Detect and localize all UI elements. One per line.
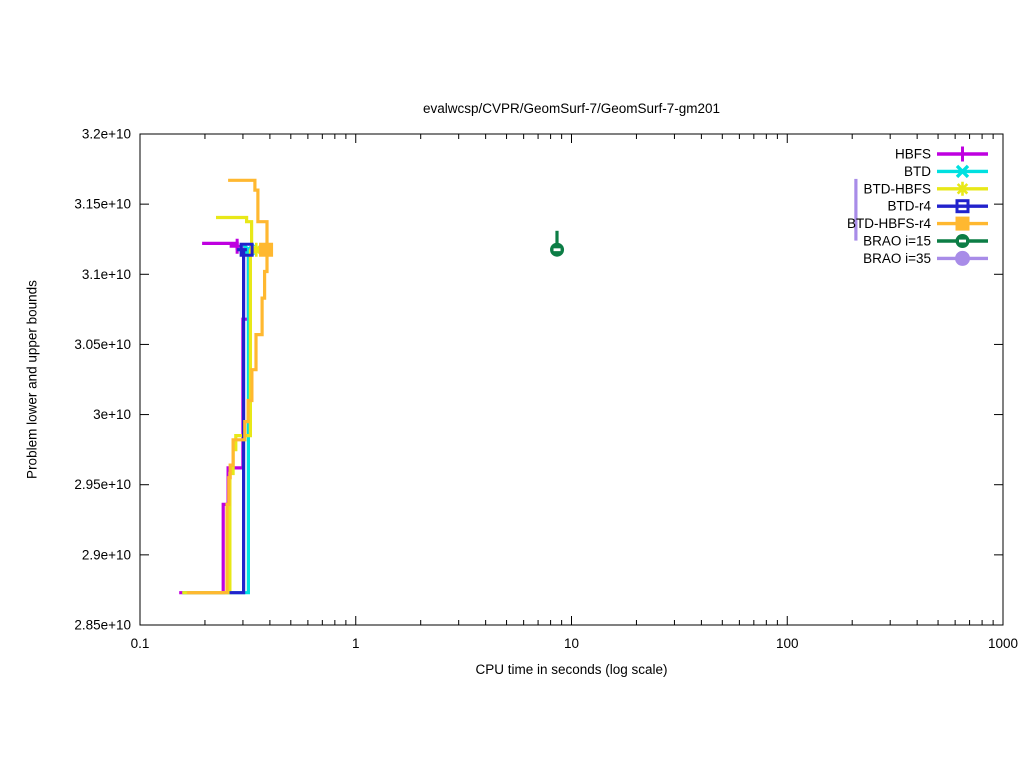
- legend-label: BTD: [904, 164, 931, 179]
- legend-label: BTD-r4: [888, 199, 932, 214]
- series-line: [216, 215, 254, 250]
- y-tick-label: 2.95e+10: [74, 477, 131, 492]
- marker-circle-filled: [955, 250, 970, 266]
- x-tick-label: 1: [352, 636, 360, 651]
- marker-square-filled: [259, 242, 274, 257]
- series-line: [228, 178, 269, 250]
- plot-border: [139, 133, 1004, 626]
- x-tick-label: 1000: [988, 636, 1018, 651]
- y-axis-label: Problem lower and upper bounds: [24, 280, 40, 479]
- marker-star: [249, 242, 264, 257]
- y-tick-label: 3.15e+10: [74, 197, 131, 212]
- series-line: [179, 249, 250, 595]
- series-line: [229, 249, 246, 595]
- series-brao-i-15: [550, 230, 565, 257]
- x-axis-label: CPU time in seconds (log scale): [475, 662, 668, 677]
- y-tick-label: 3.05e+10: [74, 337, 131, 352]
- chart-title: evalwcsp/CVPR/GeomSurf-7/GeomSurf-7-gm20…: [422, 101, 721, 116]
- marker-square-filled: [955, 216, 970, 231]
- series-line: [186, 249, 269, 595]
- legend-label: HBFS: [895, 147, 931, 162]
- x-tick-label: 100: [776, 636, 799, 651]
- x-tick-label: 10: [564, 636, 579, 651]
- marker-x: [955, 164, 970, 179]
- series-btd-r4: [229, 242, 254, 595]
- y-tick-label: 3.2e+10: [82, 127, 131, 142]
- x-tick-label: 0.1: [131, 636, 150, 651]
- y-tick-label: 2.85e+10: [74, 618, 131, 633]
- marker-square-open: [239, 242, 254, 257]
- y-tick-label: 2.9e+10: [82, 547, 131, 562]
- legend: [937, 146, 988, 266]
- legend-label: BRAO i=35: [863, 251, 931, 266]
- y-tick-label: 3.1e+10: [82, 267, 131, 282]
- legend-label: BRAO i=15: [863, 234, 931, 249]
- marker-square-open: [955, 199, 970, 214]
- legend-label: BTD-HBFS: [864, 181, 932, 196]
- marker-star: [955, 181, 970, 196]
- series-line: [182, 249, 250, 595]
- marker-dash: [553, 248, 561, 252]
- marker-dash: [959, 239, 966, 243]
- series-line: [182, 249, 252, 595]
- marker-plus: [955, 146, 970, 162]
- legend-label: BTD-HBFS-r4: [847, 216, 931, 231]
- series-hbfs: [179, 238, 250, 595]
- series-btd-hbfs-r4: [186, 178, 274, 595]
- y-tick-label: 3e+10: [93, 407, 131, 422]
